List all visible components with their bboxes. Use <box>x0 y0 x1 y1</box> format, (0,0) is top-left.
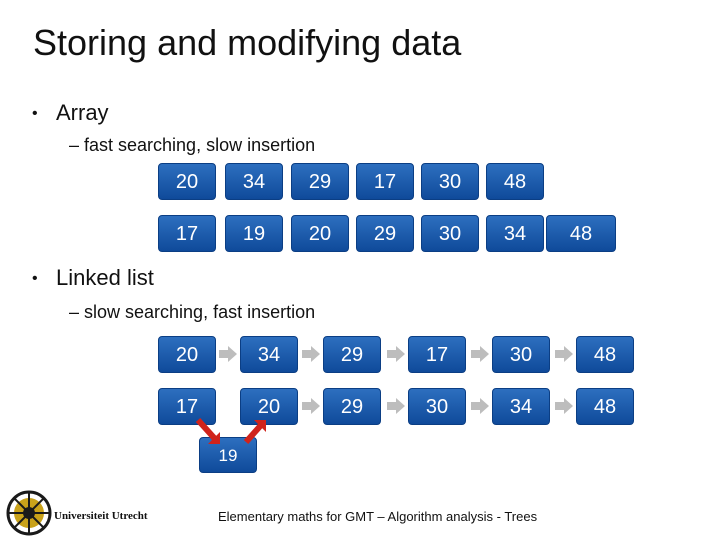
list-node: 30 <box>408 388 466 425</box>
linked-subpoint: – slow searching, fast insertion <box>69 302 316 322</box>
next-arrow-icon <box>471 346 489 362</box>
next-arrow-icon <box>387 398 405 414</box>
next-arrow-icon <box>555 398 573 414</box>
list-node: 30 <box>492 336 550 373</box>
array-cell: 30 <box>421 163 479 200</box>
array-cell: 20 <box>291 215 349 252</box>
list-node: 34 <box>240 336 298 373</box>
array-cell: 30 <box>421 215 479 252</box>
inserted-node: 19 <box>199 437 257 473</box>
list-node: 34 <box>492 388 550 425</box>
bullet-dot-icon: • <box>32 105 38 123</box>
bullet-linked-list-label: Linked list <box>56 265 154 290</box>
array-subpoint: – fast searching, slow insertion <box>69 135 316 155</box>
array-cell: 17 <box>356 163 414 200</box>
insert-arrows-icon <box>195 417 266 444</box>
next-arrow-icon <box>302 346 320 362</box>
array-cell: 29 <box>291 163 349 200</box>
array-cell: 19 <box>225 215 283 252</box>
university-logo-text: Universiteit Utrecht <box>54 510 148 522</box>
list-node: 48 <box>576 336 634 373</box>
list-node: 17 <box>408 336 466 373</box>
list-node: 29 <box>323 388 381 425</box>
slide-title: Storing and modifying data <box>33 22 462 63</box>
next-arrow-icon <box>219 346 237 362</box>
array-cell: 34 <box>486 215 544 252</box>
list-node: 17 <box>158 388 216 425</box>
list-node: 20 <box>240 388 298 425</box>
bullet-linked-list: • Linked list <box>32 265 154 291</box>
list-node: 29 <box>323 336 381 373</box>
next-arrow-icon <box>555 346 573 362</box>
array-cell: 48 <box>486 163 544 200</box>
array-cell: 20 <box>158 163 216 200</box>
list-node: 48 <box>576 388 634 425</box>
footer-text: Elementary maths for GMT – Algorithm ana… <box>218 509 538 524</box>
next-arrow-icon <box>387 346 405 362</box>
next-arrow-icon <box>302 398 320 414</box>
array-cell: 17 <box>158 215 216 252</box>
bullet-dot-icon: • <box>32 270 38 288</box>
bullet-array: • Array <box>32 100 109 126</box>
list-node: 20 <box>158 336 216 373</box>
next-arrow-icon <box>471 398 489 414</box>
bullet-array-label: Array <box>56 100 109 125</box>
array-cell: 29 <box>356 215 414 252</box>
array-cell: 34 <box>225 163 283 200</box>
array-cell: 48 <box>546 215 616 252</box>
university-seal-icon <box>6 490 52 536</box>
